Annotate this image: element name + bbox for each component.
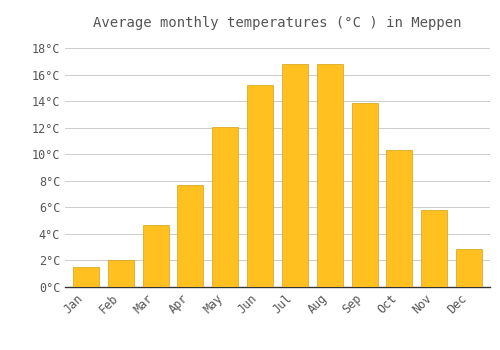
Bar — [421, 210, 448, 287]
Bar — [456, 248, 482, 287]
Bar — [73, 267, 99, 287]
Bar — [178, 185, 204, 287]
Bar — [247, 85, 273, 287]
Bar — [352, 103, 378, 287]
Bar — [142, 225, 169, 287]
Bar — [108, 260, 134, 287]
Title: Average monthly temperatures (°C ) in Meppen: Average monthly temperatures (°C ) in Me… — [93, 16, 462, 30]
Bar — [386, 150, 412, 287]
Bar — [212, 126, 238, 287]
Bar — [316, 64, 343, 287]
Bar — [282, 64, 308, 287]
